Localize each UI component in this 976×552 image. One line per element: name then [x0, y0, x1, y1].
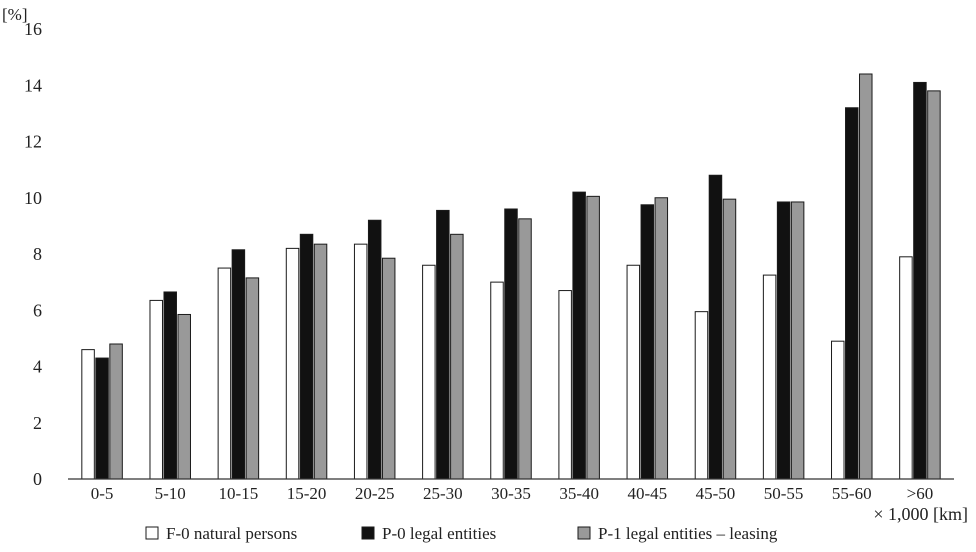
- x-tick-label: 55-60: [832, 484, 872, 503]
- bar-p1: [313, 243, 328, 480]
- y-tick-label: 2: [33, 413, 42, 433]
- x-tick-label: 5-10: [155, 484, 186, 503]
- bar-f0: [81, 349, 95, 480]
- bar-p0: [95, 357, 109, 480]
- bar-p0: [163, 291, 177, 480]
- bar-p1: [245, 277, 260, 480]
- x-tick-label: 20-25: [355, 484, 395, 503]
- y-tick-label: 10: [24, 188, 42, 208]
- x-tick-label: >60: [907, 484, 934, 503]
- y-tick-label: 14: [24, 75, 42, 95]
- bar-f0: [694, 311, 709, 480]
- bar-p0: [572, 191, 586, 480]
- bar-f0: [422, 264, 436, 480]
- legend-label: P-1 legal entities – leasing: [598, 524, 778, 543]
- legend-label: P-0 legal entities: [382, 524, 496, 543]
- bar-p0: [367, 219, 382, 480]
- bar-f0: [762, 274, 777, 480]
- bar-p1: [518, 218, 532, 480]
- plot-area: 0 2 4 6 8 10 12 14 16 0-5 5-10 10-15 15-20 20-25 25-30…: [24, 19, 954, 503]
- x-tick-label: 50-55: [764, 484, 804, 503]
- x-tick-label: 25-30: [423, 484, 463, 503]
- bar-p1: [586, 195, 600, 480]
- bar-f0: [285, 247, 300, 480]
- bar-p0: [776, 201, 791, 480]
- bar-p1: [654, 197, 669, 480]
- x-tick-label: 40-45: [627, 484, 667, 503]
- bar-p0: [436, 209, 450, 480]
- bar-p1: [381, 257, 396, 480]
- y-tick-label: 6: [33, 300, 42, 320]
- bar-p1: [450, 233, 464, 480]
- x-tick-label: 10-15: [219, 484, 259, 503]
- x-axis-label: × 1,000 [km]: [873, 504, 968, 524]
- bar-p1: [177, 313, 191, 480]
- legend-label: F-0 natural persons: [166, 524, 297, 543]
- legend-swatch: [577, 526, 591, 540]
- bar-p0: [504, 208, 518, 480]
- bar-p1: [927, 90, 941, 480]
- bar-p1: [109, 343, 123, 480]
- x-tick-label: 45-50: [696, 484, 736, 503]
- bar-f0: [626, 264, 641, 480]
- y-tick-label: 8: [33, 244, 42, 264]
- x-tick-label: 0-5: [91, 484, 114, 503]
- bar-p0: [299, 233, 314, 480]
- bar-f0: [149, 299, 163, 480]
- x-tick-label: 30-35: [491, 484, 531, 503]
- y-tick-label: 12: [24, 132, 42, 152]
- bar-f0: [353, 243, 368, 480]
- bar-f0: [899, 256, 913, 480]
- bar-p0: [640, 204, 655, 480]
- bar-f0: [217, 267, 232, 480]
- y-axis-label: [%]: [2, 5, 27, 24]
- bar-p0: [231, 249, 246, 480]
- legend-swatch: [145, 526, 159, 540]
- bar-p0: [708, 174, 723, 480]
- bar-p0: [913, 81, 927, 480]
- bar-f0: [831, 340, 845, 480]
- bar-f0: [558, 290, 572, 480]
- bar-p1: [859, 73, 873, 480]
- x-tick-label: 35-40: [559, 484, 599, 503]
- x-tick-label: 15-20: [287, 484, 327, 503]
- bar-p1: [722, 198, 737, 480]
- y-tick-label: 16: [24, 19, 42, 39]
- bar-f0: [490, 281, 504, 480]
- y-tick-label: 0: [33, 469, 42, 489]
- legend: F-0 natural persons P-0 legal entities P-1…: [145, 524, 778, 543]
- y-tick-label: 4: [33, 357, 42, 377]
- bar-p0: [845, 107, 859, 480]
- legend-swatch: [361, 526, 375, 540]
- bar-p1: [790, 201, 805, 480]
